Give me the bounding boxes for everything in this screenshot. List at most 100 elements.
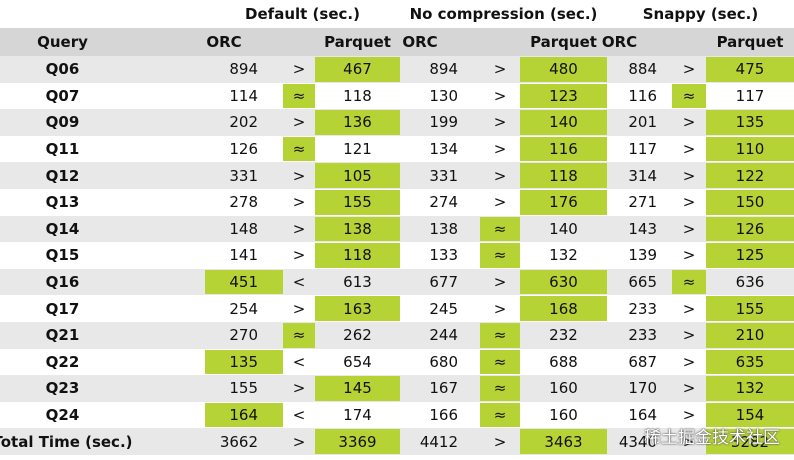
cell: >	[292, 166, 306, 185]
highlight	[520, 110, 607, 135]
highlight	[315, 243, 400, 268]
cell: ≈	[493, 352, 507, 371]
highlight	[315, 190, 400, 215]
highlight	[205, 402, 283, 428]
cell: >	[682, 352, 696, 371]
highlight	[283, 83, 315, 109]
cell: 254	[229, 299, 258, 318]
cell: 174	[343, 406, 372, 425]
cell: >	[682, 193, 696, 212]
cell: 687	[628, 352, 657, 371]
highlight	[315, 216, 400, 242]
query-label: Q11	[45, 140, 80, 159]
cell: >	[493, 86, 507, 105]
cell: 635	[735, 352, 765, 371]
highlight	[706, 190, 794, 215]
cell: 121	[343, 140, 372, 159]
cell: 166	[429, 406, 458, 425]
row-band	[0, 268, 794, 296]
cell: >	[493, 113, 507, 132]
highlight	[315, 163, 400, 188]
cell: >	[682, 219, 696, 238]
highlight	[706, 296, 794, 321]
highlight	[205, 269, 283, 295]
highlight	[520, 57, 607, 82]
cell: 167	[429, 379, 458, 398]
cell: >	[292, 432, 306, 451]
cell: 270	[229, 326, 258, 345]
cell: >	[292, 60, 306, 79]
cell: ≈	[682, 273, 696, 292]
cell: >	[682, 166, 696, 185]
cell: 139	[628, 246, 657, 265]
highlight	[520, 296, 607, 321]
cell: 143	[628, 219, 657, 238]
highlight	[283, 136, 315, 162]
cell: 117	[735, 86, 765, 105]
highlight	[315, 57, 400, 82]
cell: 116	[628, 86, 657, 105]
cell: 199	[429, 113, 458, 132]
highlight	[706, 216, 794, 242]
cell: 122	[735, 166, 765, 185]
cell: ≈	[493, 326, 507, 345]
column-header: Parquet	[530, 33, 597, 51]
column-header: ORC	[402, 33, 438, 51]
group-header: Default (sec.)	[245, 5, 360, 23]
cell: ≈	[292, 326, 306, 345]
cell: >	[682, 299, 696, 318]
cell: ≈	[292, 140, 306, 159]
query-label: Q24	[45, 406, 80, 425]
group-header: No compression (sec.)	[409, 5, 598, 23]
cell: 150	[735, 193, 765, 212]
cell: 233	[628, 326, 657, 345]
column-header: ORC	[206, 33, 242, 51]
cell: >	[292, 299, 306, 318]
cell: 233	[628, 299, 657, 318]
cell: >	[292, 219, 306, 238]
cell: 105	[343, 166, 372, 185]
cell: 133	[429, 246, 458, 265]
cell: <	[292, 406, 306, 425]
cell: >	[493, 432, 507, 451]
cell: 4412	[419, 432, 458, 451]
cell: 688	[549, 352, 578, 371]
cell: 123	[549, 86, 578, 105]
cell: 140	[549, 113, 578, 132]
cell: 630	[549, 273, 578, 292]
cell: ≈	[493, 406, 507, 425]
cell: >	[493, 193, 507, 212]
highlight	[520, 429, 607, 454]
cell: 118	[343, 86, 372, 105]
cell: 136	[343, 113, 372, 132]
cell: 884	[628, 60, 657, 79]
cell: >	[493, 140, 507, 159]
cell: 331	[229, 166, 258, 185]
cell: 118	[343, 246, 372, 265]
query-label: Q12	[45, 166, 80, 185]
cell: >	[682, 60, 696, 79]
cell: 155	[229, 379, 258, 398]
cell: 613	[343, 273, 372, 292]
cell: 164	[229, 406, 258, 425]
highlight	[706, 243, 794, 268]
cell: 116	[549, 140, 578, 159]
cell: 274	[429, 193, 458, 212]
header-band	[0, 28, 794, 56]
cell: 117	[628, 140, 657, 159]
cell: >	[682, 326, 696, 345]
cell: >	[682, 113, 696, 132]
highlight	[315, 376, 400, 401]
cell: 271	[628, 193, 657, 212]
column-header: ORC	[601, 33, 638, 51]
cell: 130	[429, 86, 458, 105]
highlight	[706, 349, 794, 375]
highlight	[480, 349, 520, 375]
cell: 475	[735, 60, 765, 79]
cell: 160	[549, 379, 578, 398]
highlight	[205, 349, 283, 375]
query-label: Q17	[45, 299, 80, 318]
highlight	[480, 323, 520, 348]
cell: 278	[229, 193, 258, 212]
